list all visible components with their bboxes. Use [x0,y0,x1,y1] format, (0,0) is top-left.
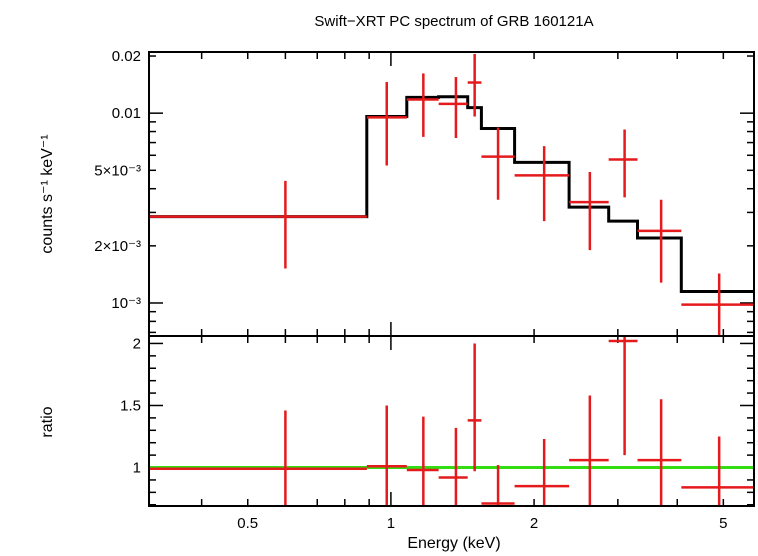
ratio-point [481,465,515,506]
spectrum-ticks [149,52,754,336]
ratio-panel: 11.52 0.5 1 2 5 ratio Energy (keV) [39,335,755,552]
spectrum-y-tick-label: 2×10⁻³ [94,238,141,255]
data-point [406,73,439,137]
data-point [681,273,754,336]
ratio-point [149,410,367,506]
ratio-point [569,395,609,506]
data-point [637,199,682,283]
ratio-y-tick-label: 1 [133,460,141,477]
data-point [149,180,367,269]
data-point [438,77,468,138]
spectrum-y-tick-label: 0.02 [112,48,141,65]
spectrum-y-tick-label: 5×10⁻³ [94,162,141,179]
ratio-y-tick-labels: 11.52 [120,335,141,476]
ratio-point [514,438,570,506]
spectrum-frame [148,51,755,337]
ratio-point [366,405,407,506]
ratio-y-axis-label: ratio [39,406,56,437]
ratio-point [608,336,638,456]
chart-title: Swift−XRT PC spectrum of GRB 160121A [314,13,593,30]
data-point [514,146,570,222]
ratio-y-tick-label: 2 [133,335,141,352]
data-point [481,127,515,200]
ratio-point [637,399,682,506]
ratio-point [467,343,482,472]
ratio-frame [148,335,755,507]
energy-x-tick-label: 0.5 [237,515,258,532]
energy-x-tick-labels: 0.5 1 2 5 [237,515,727,532]
spectrum-y-axis-label: counts s⁻¹ keV⁻¹ [39,134,56,253]
data-points [149,53,754,336]
data-point [366,81,407,166]
energy-x-axis-label: Energy (keV) [407,535,500,552]
ratio-y-tick-label: 1.5 [120,397,141,414]
spectrum-panel: 0.02 0.01 5×10⁻³ 2×10⁻³ 10⁻³ counts s⁻¹ keV⁻… [39,48,755,337]
ratio-point [406,416,439,506]
spectrum-y-tick-label: 10⁻³ [111,295,141,312]
ratio-point [681,436,754,506]
model-curve [149,95,754,293]
energy-x-tick-label: 2 [530,515,538,532]
spectrum-y-tick-label: 0.01 [112,105,141,122]
ratio-point [438,427,468,506]
energy-x-tick-label: 5 [719,515,727,532]
ratio-points [149,336,754,506]
data-point [569,171,609,251]
spectrum-y-tick-labels: 0.02 0.01 5×10⁻³ 2×10⁻³ 10⁻³ [94,48,141,312]
data-point [467,53,482,117]
data-point [608,129,638,198]
model-step-line [149,95,754,293]
energy-x-tick-label: 1 [387,515,395,532]
ratio-ticks [149,336,754,506]
